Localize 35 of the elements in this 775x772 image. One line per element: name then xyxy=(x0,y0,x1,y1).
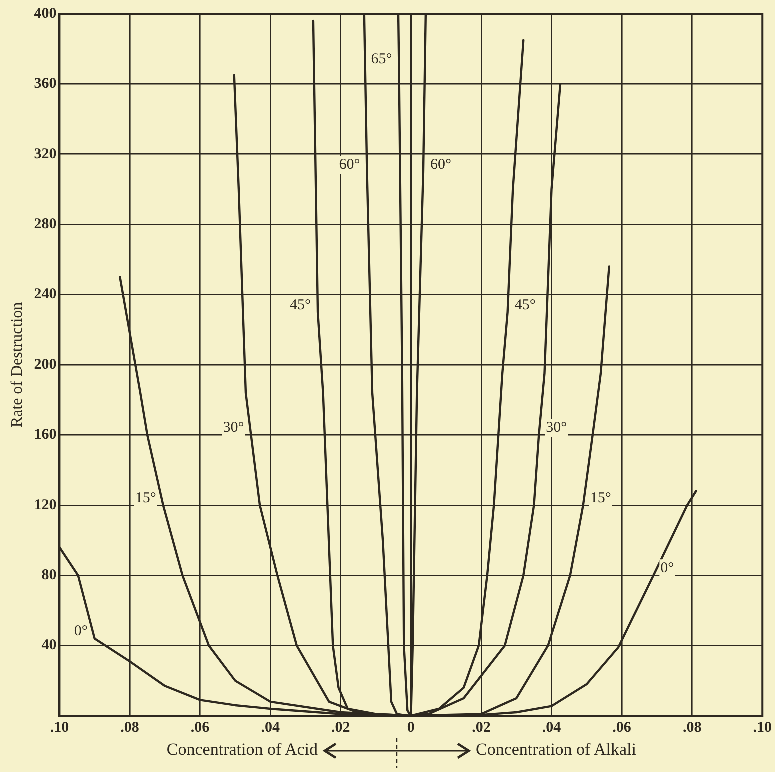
y-tick-label: 160 xyxy=(34,427,57,444)
annotation: 15° xyxy=(590,490,612,506)
x-tick-label: .02 xyxy=(472,720,491,736)
y-tick-label: 120 xyxy=(34,497,57,514)
y-tick-label: 360 xyxy=(34,76,57,92)
annotation: 60° xyxy=(430,156,452,173)
x-tick-label: .04 xyxy=(261,720,280,736)
annotation: 15° xyxy=(135,490,156,506)
annotation: 0° xyxy=(660,560,674,577)
annotation: 65° xyxy=(371,52,392,68)
y-tick-label: 40 xyxy=(42,638,57,654)
y-tick-label: 80 xyxy=(42,567,57,584)
x-tick-label: .10 xyxy=(753,720,772,736)
x-tick-label: .08 xyxy=(682,720,702,736)
y-tick-label: 200 xyxy=(34,356,57,373)
text: Concentration of Alkali xyxy=(476,740,637,760)
annotation: 0° xyxy=(74,624,88,640)
x-tick-label: .06 xyxy=(190,720,210,736)
x-tick-label: .02 xyxy=(331,720,350,736)
x-tick-label: .08 xyxy=(120,720,140,736)
y-axis-title: Rate of Destruction xyxy=(8,302,26,428)
annotation: 30° xyxy=(223,420,244,436)
annotation: 30° xyxy=(546,420,568,436)
x-tick-label: 0 xyxy=(407,720,415,736)
x-tick-label: .10 xyxy=(50,720,70,736)
x-tick-label: .04 xyxy=(542,720,562,736)
y-tick-label: 240 xyxy=(34,286,57,303)
annotation: 45° xyxy=(514,297,536,314)
annotation: 45° xyxy=(290,297,312,314)
annotation: 60° xyxy=(339,156,360,173)
x-tick-label: .06 xyxy=(612,720,632,736)
y-tick-label: 280 xyxy=(34,216,57,232)
text: Concentration of Acid xyxy=(166,740,318,760)
y-tick-label: 320 xyxy=(34,146,57,162)
y-tick-label: 400 xyxy=(34,6,57,22)
